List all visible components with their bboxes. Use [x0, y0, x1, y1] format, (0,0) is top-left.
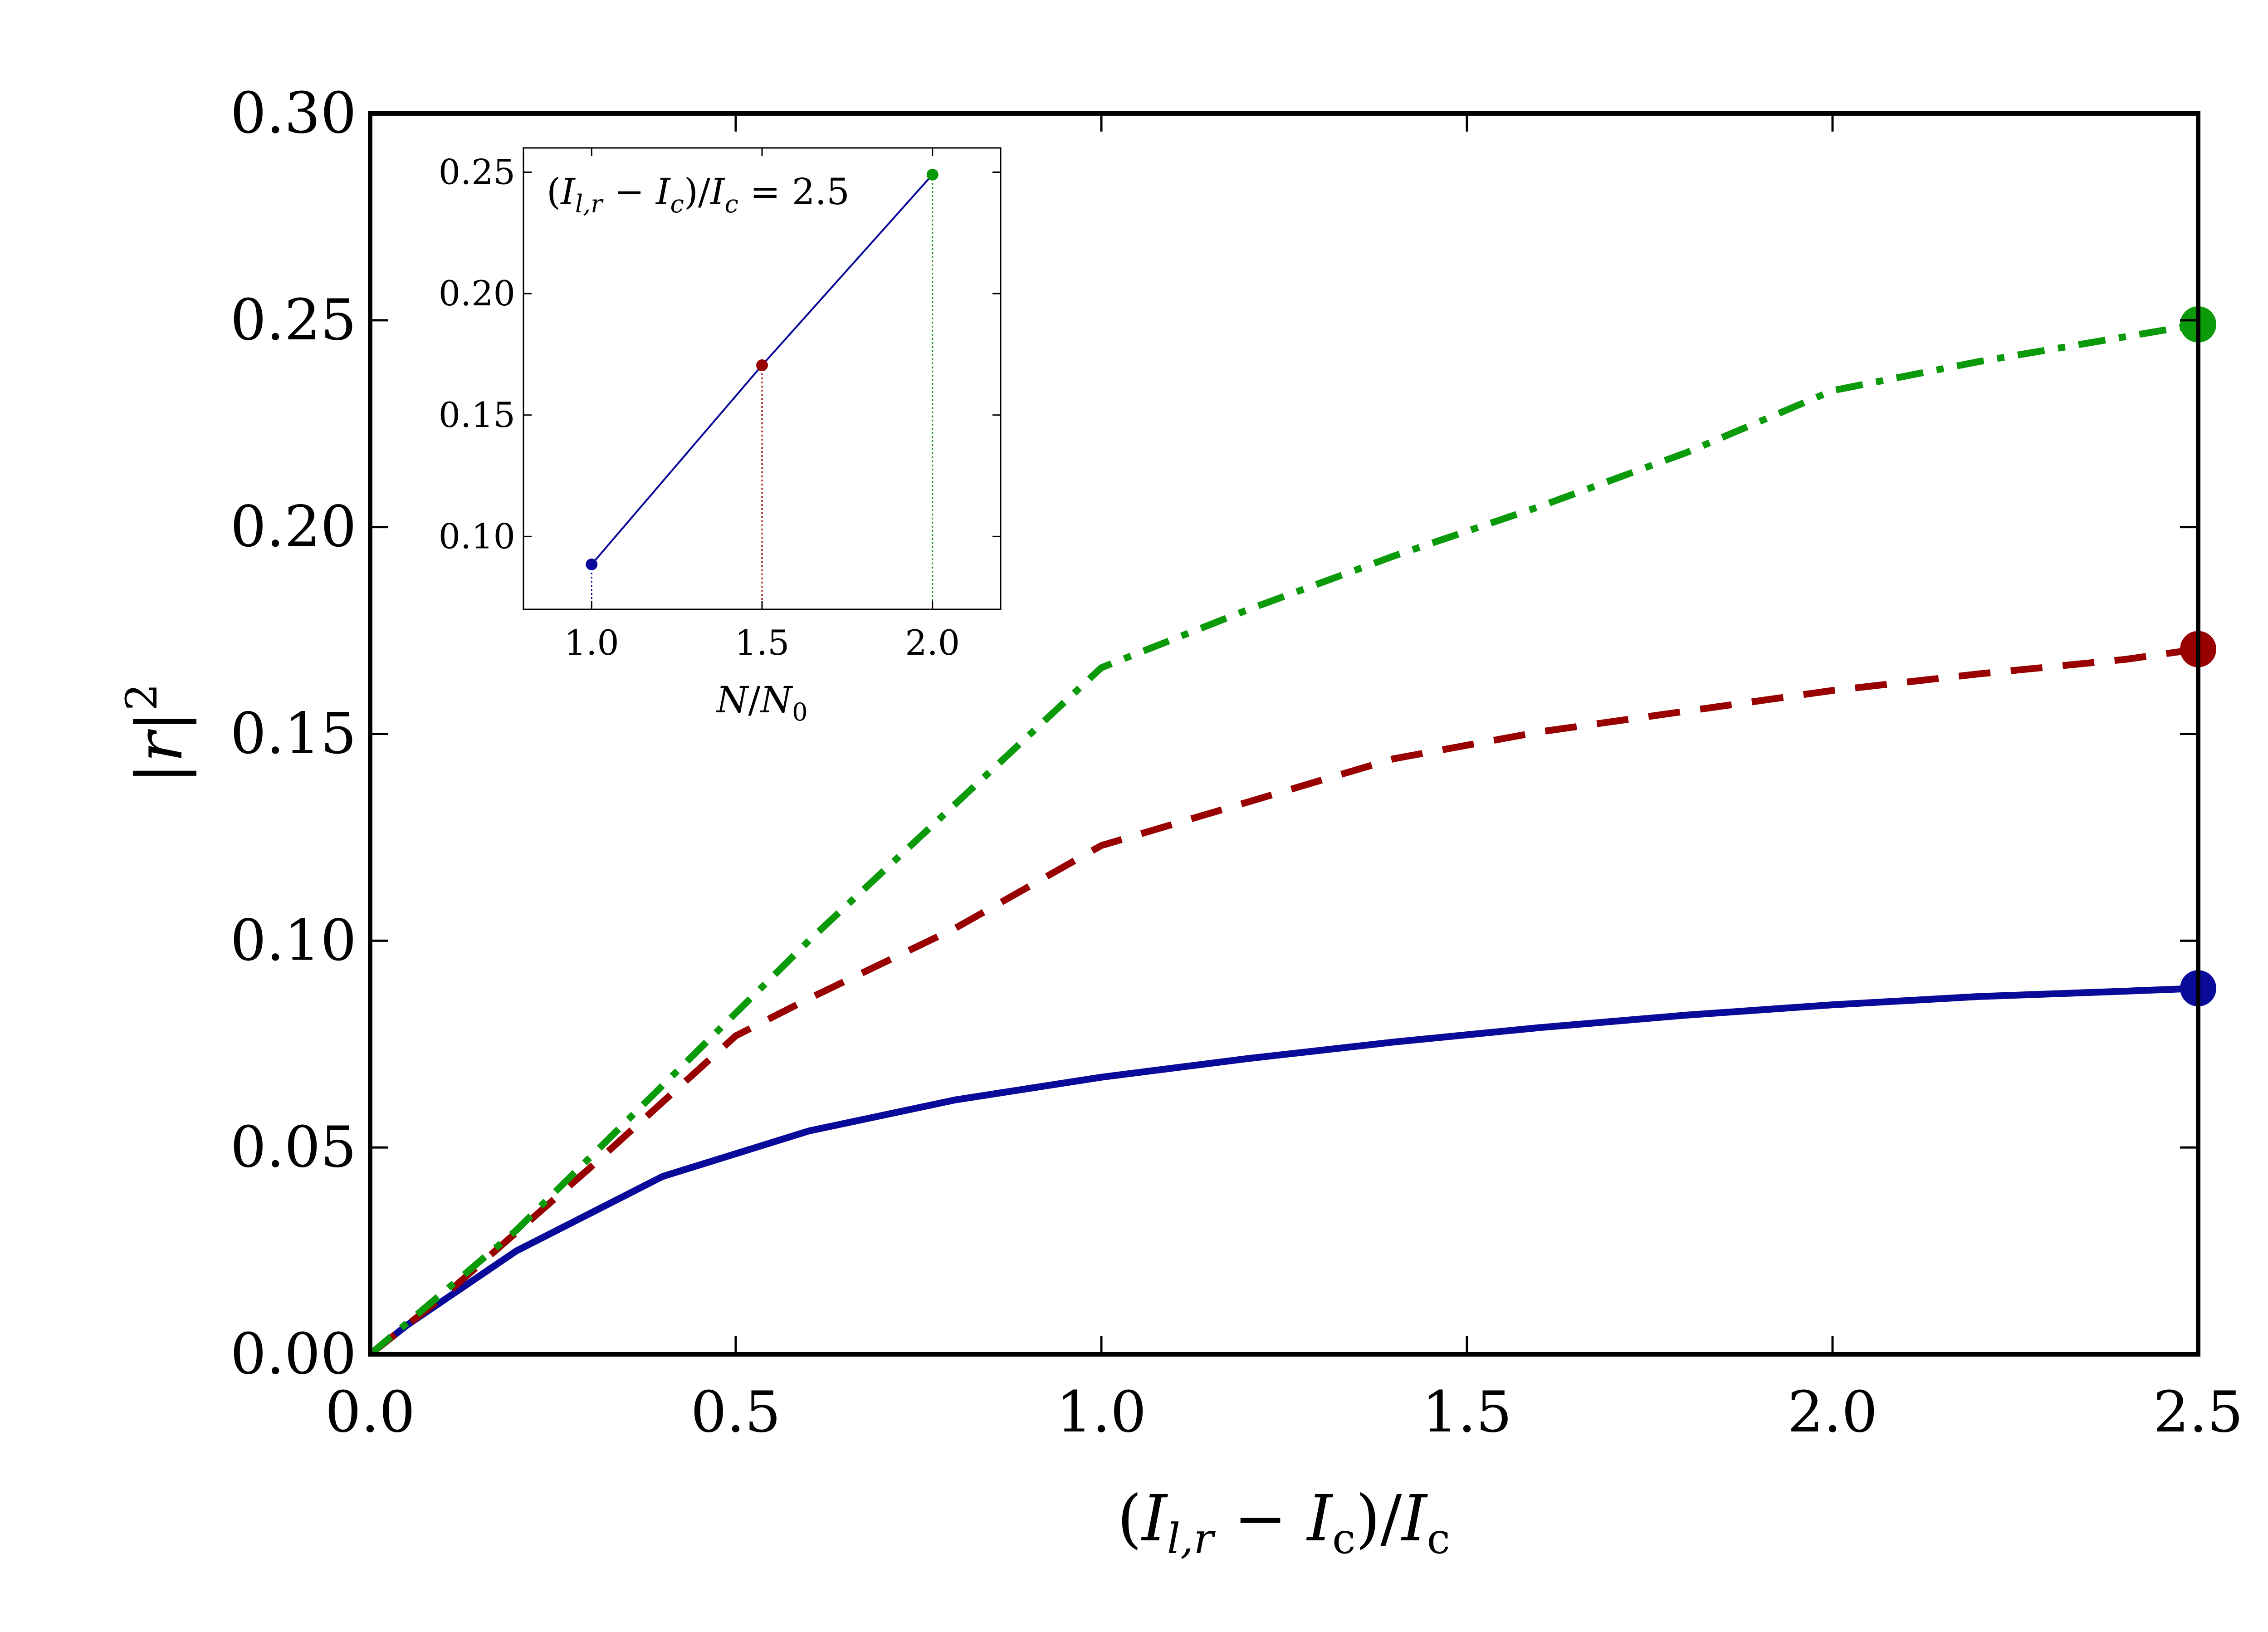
- series-line-3: [368, 321, 2199, 1357]
- inset-y-tick-labels: 0.10 0.15 0.20 0.25: [439, 152, 515, 557]
- main-ticks: [369, 112, 2200, 1356]
- main-series-group: [368, 321, 2199, 1357]
- y-tick-label: 0.05: [230, 1114, 357, 1180]
- inset-x-tick-labels: 1.0 1.5 2.0: [564, 622, 960, 663]
- x-tick-label: 0.0: [325, 1379, 415, 1445]
- y-tick-label: 0.20: [230, 494, 357, 560]
- x-tick-label: 2.5: [2153, 1379, 2244, 1445]
- series-line-1: [368, 985, 2199, 1357]
- y-tick-label: 0.25: [230, 287, 357, 353]
- x-tick-label: 1.5: [1422, 1379, 1512, 1445]
- inset-y-tick-label: 0.20: [439, 273, 515, 314]
- inset-y-tick-label: 0.15: [439, 395, 515, 435]
- inset-x-axis-title: N/N0: [715, 679, 807, 726]
- series-line-2: [368, 646, 2199, 1357]
- x-tick-label: 0.5: [691, 1379, 781, 1445]
- y-tick-label: 0.00: [230, 1321, 357, 1387]
- inset-ticks: [523, 148, 1001, 609]
- inset-point-2: [756, 359, 768, 372]
- y-tick-label: 0.10: [230, 907, 357, 973]
- x-tick-label: 2.0: [1788, 1379, 1878, 1445]
- inset-x-tick-label: 1.5: [735, 622, 790, 663]
- inset-x-tick-label: 1.0: [564, 622, 619, 663]
- inset-x-tick-label: 2.0: [905, 622, 960, 663]
- inset-annotation: (Il,r − Ic)/Ic = 2.5: [547, 171, 850, 218]
- main-y-axis-title: |r|2: [117, 683, 197, 784]
- inset-point-3: [926, 168, 938, 181]
- inset-y-tick-label: 0.10: [439, 516, 515, 556]
- y-tick-label: 0.30: [230, 80, 357, 146]
- y-tick-label: 0.15: [230, 701, 357, 767]
- inset-series-group: [586, 168, 938, 570]
- main-y-tick-labels: 0.00 0.05 0.10 0.15 0.20 0.25 0.30: [230, 80, 357, 1387]
- x-tick-label: 1.0: [1056, 1379, 1147, 1445]
- inset-plot: 1.0 1.5 2.0 0.10 0.15 0.20 0.25 (Il,r − Ic)/I…: [439, 147, 1002, 726]
- inset-point-1: [586, 558, 598, 570]
- main-x-tick-labels: 0.0 0.5 1.0 1.5 2.0 2.5: [325, 1379, 2244, 1445]
- main-plot: 0.0 0.5 1.0 1.5 2.0 2.5 0.000.050.100.150.200…: [117, 80, 2243, 1563]
- inset-y-tick-label: 0.25: [439, 152, 515, 192]
- main-x-axis-title: (Il,r − Ic)/Ic: [1117, 1482, 1450, 1563]
